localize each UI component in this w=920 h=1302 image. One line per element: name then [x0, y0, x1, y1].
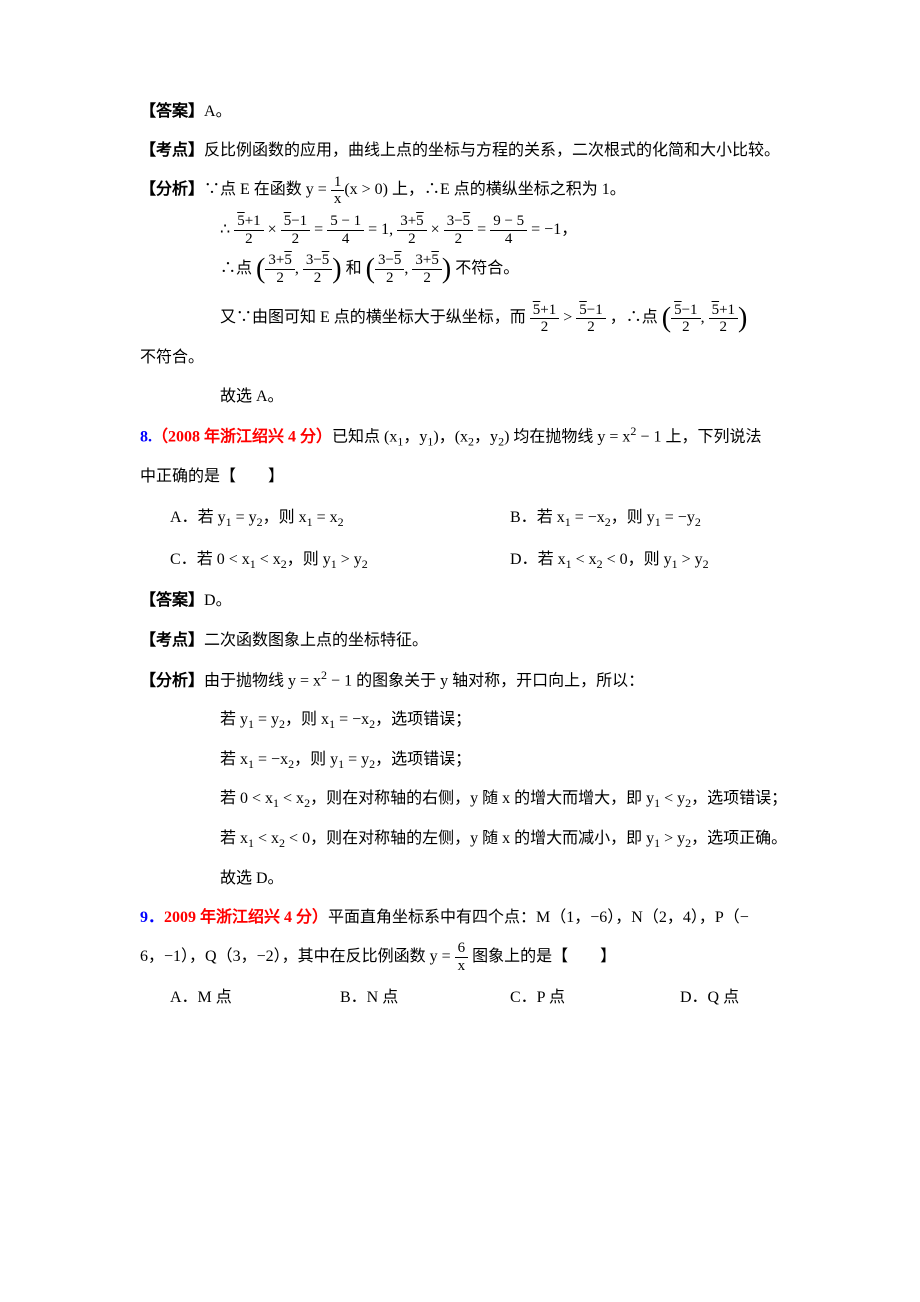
q8-exp3: 若 0 < x1 < x2，则在对称轴的右侧，y 随 x 的增大而增大，即 y1… [140, 781, 790, 817]
l2-prefix: ∴ [220, 221, 230, 238]
fenxi-label: 【分析】 [140, 181, 204, 198]
q8-optD: D．若 x1 < x2 < 0，则 y1 > y2 [510, 542, 790, 578]
l3-mid: 和 [346, 260, 362, 277]
frac-p1r: 5 − 14 [327, 213, 364, 247]
q8-sb: ，y [403, 428, 427, 445]
q7-line2: ∴ 5+12 × 5−12 = 5 − 14 = 1, 3+52 × 3−52 … [140, 212, 790, 247]
p1eq: = 1, [368, 221, 393, 238]
l3-suffix: 不符合。 [455, 260, 519, 277]
q9-eq-lhs: y = [430, 948, 451, 965]
q9-stem2: 6，−1），Q（3，−2），其中在反比例函数 y = 6x 图象上的是【 】 [140, 939, 790, 974]
frac-pt2x: 3−52 [375, 252, 404, 286]
q8-conclusion: 故选 D。 [140, 861, 790, 896]
q9-optC: C．P 点 [510, 980, 620, 1015]
fx-eq-lhs: y = [306, 181, 327, 198]
kaodian-label: 【考点】 [140, 142, 204, 159]
q9-source: 2009 年浙江绍兴 4 分） [164, 909, 328, 926]
q9-sa: 平面直角坐标系中有四个点：M（1，−6），N（2，4），P（− [328, 909, 749, 926]
q8-sf: − 1 上，下列说法 [636, 428, 761, 445]
q8-sd: ，y [474, 428, 498, 445]
q9-number: 9． [140, 909, 164, 926]
q8-sc: )，(x [433, 428, 468, 445]
frac-pt1y: 3−52 [303, 252, 332, 286]
q8-stem: 8.（2008 年浙江绍兴 4 分）已知点 (x1，y1)，(x2，y2) 均在… [140, 418, 790, 455]
q8-options: A．若 y1 = y2，则 x1 = x2 B．若 x1 = −x2，则 y1 … [140, 500, 790, 577]
frac-pt3x: 5−12 [671, 302, 700, 336]
frac-6-x: 6x [455, 940, 469, 974]
q9-options: A．M 点 B．N 点 C．P 点 D．Q 点 [140, 980, 790, 1015]
p2eq: = −1， [531, 221, 577, 238]
frac-cmpR: 5−12 [576, 302, 605, 336]
q9-optB: B．N 点 [340, 980, 450, 1015]
fx-cond: (x > 0) [344, 181, 388, 198]
fx-mid: 上，∴E 点的横纵坐标之积为 1。 [388, 181, 626, 198]
frac-pt3y: 5+12 [709, 302, 738, 336]
q9-optA: A．M 点 [170, 980, 280, 1015]
q7-line3: ∴点 (3+52, 3−52) 和 (3−52, 3+52) 不符合。 [140, 251, 790, 286]
q8-exp4: 若 x1 < x2 < 0，则在对称轴的左侧，y 随 x 的增大而减小，即 y1… [140, 821, 790, 857]
q7-answer: 【答案】A。 [140, 94, 790, 129]
q8-source: （2008 年浙江绍兴 4 分） [152, 428, 332, 445]
q7-fenxi: 【分析】∵点 E 在函数 y = 1x(x > 0) 上，∴E 点的横纵坐标之积… [140, 172, 790, 207]
l4-prefix: 又∵由图可知 E 点的横坐标大于纵坐标，而 [220, 309, 526, 326]
frac-p2r: 9 − 54 [490, 213, 527, 247]
answer-value: A。 [204, 103, 232, 120]
frac-p2b: 3−52 [444, 213, 473, 247]
q8-sa: 已知点 (x [332, 428, 397, 445]
q9-stem: 9．2009 年浙江绍兴 4 分）平面直角坐标系中有四个点：M（1，−6），N（… [140, 900, 790, 935]
q8-optC: C．若 0 < x1 < x2，则 y1 > y2 [170, 542, 450, 578]
q8-stem2: 中正确的是【 】 [140, 459, 790, 494]
fx-prefix: ∵点 E 在函数 [204, 181, 306, 198]
q8-answer: 【答案】D。 [140, 583, 790, 618]
q7-conclusion: 故选 A。 [140, 379, 790, 414]
frac-1-x: 1x [331, 174, 345, 208]
q9-sc: 图象上的是【 】 [468, 948, 616, 965]
frac-cmpL: 5+12 [530, 302, 559, 336]
q8-optA: A．若 y1 = y2，则 x1 = x2 [170, 500, 450, 536]
q8-exp1: 若 y1 = y2，则 x1 = −x2，选项错误； [140, 702, 790, 738]
frac-p1b: 5−12 [281, 213, 310, 247]
q7-line5: 不符合。 [140, 340, 790, 375]
frac-p1a: 5+12 [234, 213, 263, 247]
answer-label: 【答案】 [140, 103, 204, 120]
q8-exp2: 若 x1 = −x2，则 y1 = y2，选项错误； [140, 742, 790, 778]
q7-line4: 又∵由图可知 E 点的横坐标大于纵坐标，而 5+12 > 5−12 ，∴点 (5… [140, 300, 790, 335]
q8-optB: B．若 x1 = −x2，则 y1 = −y2 [510, 500, 790, 536]
l4-mid: ，∴点 [610, 309, 658, 326]
q8-fenxi: 【分析】由于抛物线 y = x2 − 1 的图象关于 y 轴对称，开口向上，所以… [140, 662, 790, 699]
q9-optD: D．Q 点 [680, 980, 790, 1015]
q8-se: ) 均在抛物线 y = x [504, 428, 630, 445]
frac-p2a: 3+52 [397, 213, 426, 247]
frac-pt2y: 3+52 [412, 252, 441, 286]
q7-kaodian: 【考点】反比例函数的应用，曲线上点的坐标与方程的关系，二次根式的化简和大小比较。 [140, 133, 790, 168]
frac-pt1x: 3+52 [265, 252, 294, 286]
q8-number: 8. [140, 428, 152, 445]
kaodian-text: 反比例函数的应用，曲线上点的坐标与方程的关系，二次根式的化简和大小比较。 [204, 142, 780, 159]
l3-prefix: ∴点 [220, 260, 252, 277]
q9-sb: 6，−1），Q（3，−2），其中在反比例函数 [140, 948, 430, 965]
q8-kaodian: 【考点】二次函数图象上点的坐标特征。 [140, 623, 790, 658]
cmp-sign: > [563, 309, 572, 326]
